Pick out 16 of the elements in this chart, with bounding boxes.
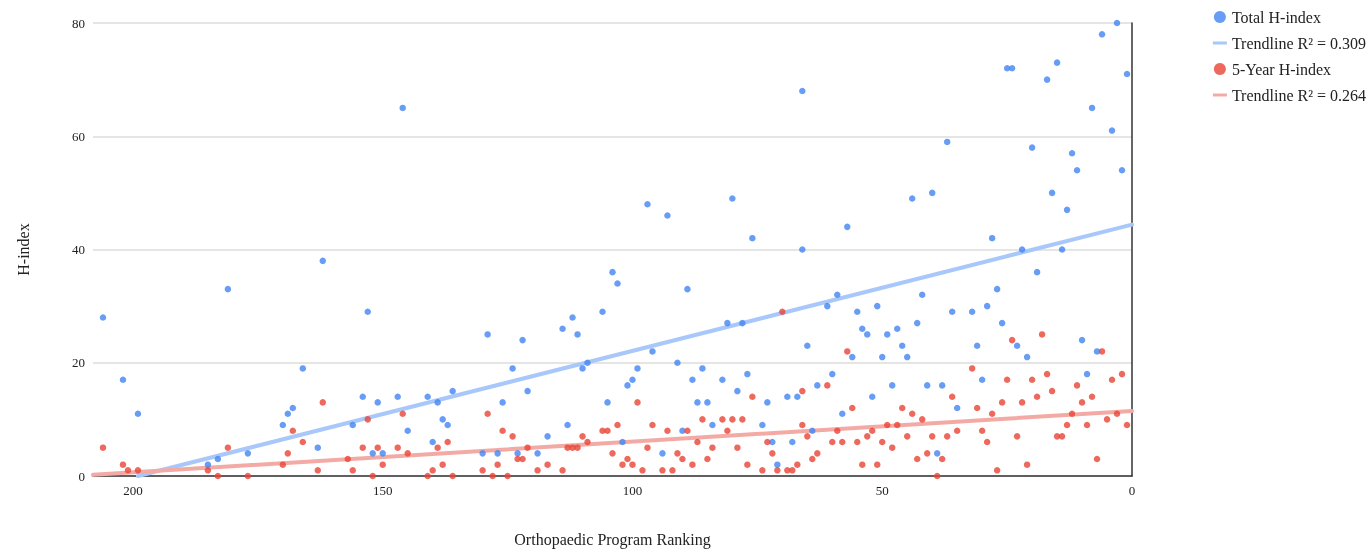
x-tick-label: 0 [1128,483,1136,498]
x-tick-label: 150 [372,483,393,498]
y-axis-title: H-index [14,223,32,276]
y-tick-label: 20 [72,355,85,371]
legend-label: Trendline R² = 0.309 [1231,34,1366,52]
x-tick-label: 200 [123,483,143,498]
x-tick-label: 50 [875,483,889,498]
legend-label: Total H-index [1231,8,1321,26]
y-tick-label: 0 [78,468,85,484]
y-tick-label: 80 [72,15,85,31]
legend-label: 5-Year H-index [1231,60,1332,78]
x-tick-label: 100 [622,483,643,498]
x-axis-title: Orthopaedic Program Ranking [514,530,711,549]
y-tick-label: 40 [72,242,85,257]
y-tick-label: 60 [72,128,85,144]
legend-label: Trendline R² = 0.264 [1231,86,1366,104]
